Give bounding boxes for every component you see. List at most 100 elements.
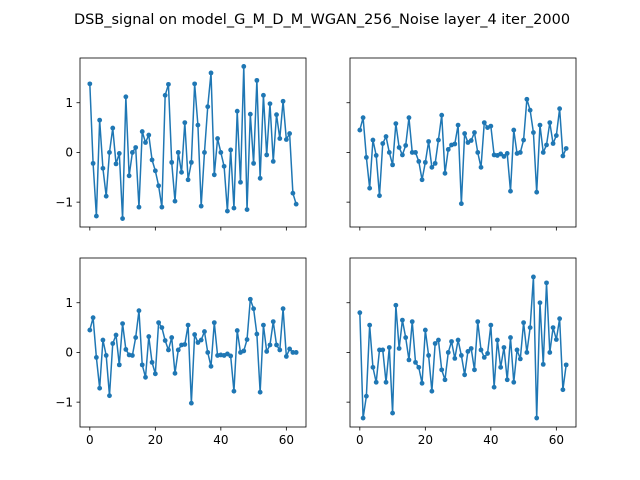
data-point: [215, 136, 220, 141]
data-point: [534, 189, 540, 195]
data-point: [244, 337, 250, 342]
data-point: [400, 152, 405, 158]
data-point: [413, 150, 418, 155]
data-point: [357, 310, 363, 316]
y-tick-label: 0: [65, 146, 73, 160]
data-point: [90, 160, 96, 166]
axes-frame: [79, 257, 307, 428]
subplot-top-right: [346, 57, 577, 231]
x-tick-label: 60: [549, 433, 564, 447]
data-point: [277, 347, 283, 353]
data-point: [110, 125, 116, 131]
data-point: [87, 81, 93, 87]
data-point: [373, 153, 379, 158]
data-point: [413, 359, 418, 365]
data-point: [136, 308, 142, 314]
subplot-bottom-right: 0 20 40 60: [346, 257, 577, 447]
data-point: [218, 150, 224, 155]
data-point: [462, 372, 468, 378]
data-point: [557, 316, 563, 322]
data-point: [540, 150, 546, 155]
data-point: [422, 327, 428, 333]
data-point: [280, 98, 286, 104]
data-point: [100, 337, 106, 343]
x-tick-label: 20: [418, 433, 433, 447]
data-point: [208, 363, 214, 369]
data-point: [416, 364, 422, 370]
data-point: [481, 120, 487, 126]
data-point: [524, 96, 530, 102]
data-point: [244, 207, 250, 213]
data-point: [521, 320, 526, 326]
data-point: [386, 345, 392, 350]
data-point: [458, 353, 464, 358]
data-point: [491, 384, 497, 390]
data-point: [257, 175, 263, 181]
data-point: [287, 131, 293, 136]
data-point: [478, 347, 484, 353]
data-point: [367, 322, 373, 328]
data-point: [169, 159, 175, 165]
data-point: [403, 335, 409, 340]
data-point: [452, 356, 458, 361]
data-point: [514, 347, 520, 353]
axes-frame: [349, 257, 577, 428]
data-point: [478, 164, 484, 170]
data-point: [87, 327, 93, 333]
data-point: [373, 379, 379, 385]
data-point: [531, 130, 536, 135]
data-point: [468, 138, 474, 143]
data-point: [162, 92, 168, 98]
data-point: [254, 77, 260, 83]
data-point: [370, 137, 376, 143]
x-tick-label: 0: [86, 433, 94, 447]
data-point: [550, 141, 556, 146]
data-point: [560, 387, 566, 393]
data-point: [195, 340, 201, 345]
data-point: [465, 349, 471, 354]
data-point: [133, 145, 139, 150]
data-point: [97, 385, 103, 391]
data-point: [175, 347, 181, 353]
data-point: [472, 130, 477, 135]
data-point: [557, 106, 563, 112]
data-point: [511, 379, 517, 385]
data-point: [185, 322, 191, 328]
data-point: [563, 146, 569, 151]
data-point: [130, 150, 135, 155]
data-point: [527, 325, 533, 330]
data-point: [93, 213, 99, 219]
data-point: [283, 137, 289, 142]
data-point: [517, 356, 523, 362]
data-point: [390, 410, 395, 416]
data-point: [182, 342, 188, 347]
data-point: [406, 357, 412, 363]
data-point: [241, 64, 247, 69]
data-point: [156, 183, 162, 189]
data-point: [544, 280, 549, 286]
data-point: [390, 162, 395, 168]
data-point: [202, 329, 207, 334]
data-point: [261, 92, 266, 98]
data-point: [290, 190, 296, 196]
data-point: [494, 337, 500, 343]
data-point: [449, 339, 454, 344]
data-point: [508, 188, 513, 194]
data-point: [257, 389, 263, 395]
data-point: [152, 371, 158, 377]
data-point: [211, 172, 217, 178]
data-point: [508, 335, 513, 340]
subplot-top-left: −1 0 1: [55, 57, 307, 231]
data-point: [195, 122, 201, 128]
data-point: [547, 120, 553, 126]
data-point: [274, 112, 279, 118]
data-point: [458, 201, 464, 207]
series-line: [89, 298, 297, 404]
data-point: [527, 107, 533, 113]
data-point: [251, 306, 256, 312]
data-point: [504, 377, 510, 383]
data-point: [143, 374, 148, 380]
data-point: [247, 111, 253, 117]
